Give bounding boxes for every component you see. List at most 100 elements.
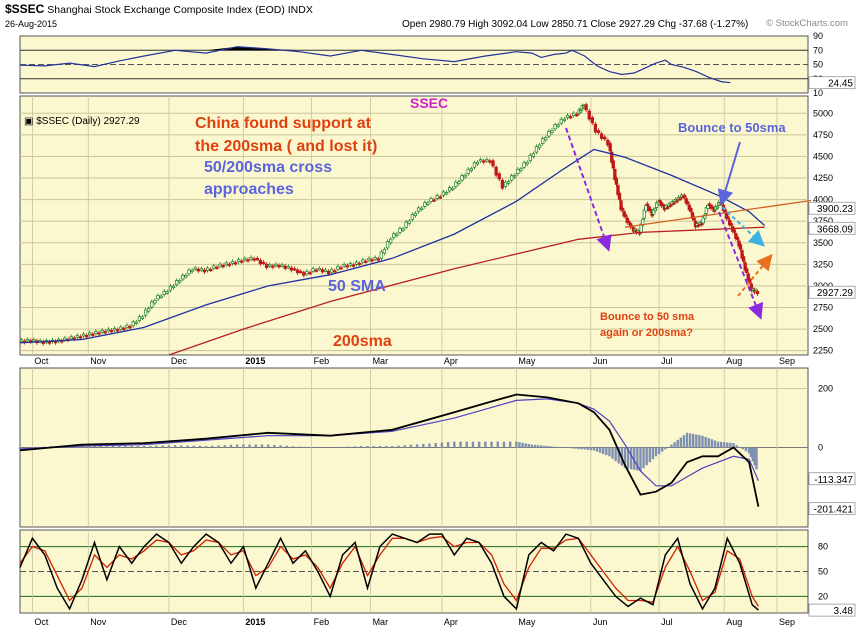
price-candle (463, 174, 467, 178)
price-candle (755, 291, 760, 295)
macd-histogram-bar (446, 442, 450, 448)
macd-histogram-bar (304, 446, 307, 448)
macd-histogram-bar (527, 443, 530, 448)
price-candle (289, 267, 294, 271)
macd-histogram-bar (136, 445, 140, 448)
price-candle (478, 159, 483, 162)
macd-histogram-bar (651, 447, 655, 460)
price-candle (94, 331, 98, 334)
price-candle (311, 268, 315, 272)
price-candle (494, 166, 498, 176)
stoch-x-label: Nov (90, 617, 107, 627)
macd-histogram-bar (744, 447, 748, 452)
stoch-x-label: Sep (779, 617, 795, 627)
price-candle (286, 266, 290, 269)
macd-histogram-bar (149, 445, 152, 448)
macd-histogram-bar (322, 447, 326, 448)
price-candle (122, 327, 126, 331)
price-candle (81, 333, 86, 337)
price-candle (376, 258, 380, 261)
price-candle (696, 224, 701, 227)
price-candle (178, 280, 182, 283)
price-candle (32, 339, 36, 342)
rsi-tick-90: 90 (813, 31, 823, 41)
price-candle (661, 203, 665, 207)
macd-histogram-bar (657, 447, 661, 454)
price-candle (516, 168, 520, 175)
macd-histogram-bar (648, 447, 651, 463)
price-candle (246, 259, 250, 262)
macd-histogram-bar (589, 447, 593, 451)
macd-histogram-bar (248, 444, 251, 448)
macd-histogram-bar (735, 445, 738, 448)
price-candle (147, 308, 151, 312)
price-panel-label: ▣ $SSEC (Daily) 2927.29 (24, 116, 140, 127)
resistance-line (624, 199, 812, 228)
macd-histogram-bar (552, 446, 555, 448)
macd-histogram-bar (561, 447, 565, 448)
price-candle (174, 280, 179, 285)
macd-histogram-bar (521, 442, 524, 448)
macd-histogram-bar (25, 447, 28, 449)
macd-histogram-bar (751, 447, 754, 462)
stoch-value-label-box (808, 603, 856, 617)
macd-histogram-bar (692, 433, 695, 448)
price-candle (454, 181, 458, 187)
macd-histogram-bar (623, 447, 627, 469)
macd-histogram-bar (118, 445, 121, 448)
macd-histogram-bar (567, 447, 571, 449)
price-candle (466, 168, 470, 175)
macd-histogram-bar (391, 446, 394, 448)
price-candle (153, 300, 157, 304)
macd-histogram-bar (341, 446, 344, 448)
macd-histogram-bar (518, 442, 521, 448)
macd-histogram-bar (673, 442, 676, 448)
price-candle (348, 263, 352, 266)
price-candle (370, 259, 374, 262)
macd-histogram-bar (608, 447, 611, 457)
price-x-label: Mar (373, 356, 389, 366)
price-candle (611, 160, 615, 169)
ohlc-readout: Open 2980.79 High 3092.04 Low 2850.71 Cl… (402, 19, 749, 30)
macd-histogram-bar (549, 446, 552, 448)
price-candle (215, 266, 219, 270)
price-candle (435, 195, 439, 199)
macd-histogram-bar (645, 447, 648, 466)
price-candle (112, 327, 117, 331)
price-candle (292, 268, 297, 271)
macd-histogram-bar (310, 446, 313, 448)
price-candle (407, 220, 411, 224)
price-candle (137, 316, 142, 321)
price-candle (156, 295, 160, 300)
price-candle (209, 268, 213, 272)
macd-histogram-bar (710, 439, 714, 448)
price-label-0-box (808, 201, 856, 215)
macd-histogram-bar (43, 446, 47, 448)
price-candle (556, 124, 560, 127)
macd-histogram-bar (719, 441, 723, 448)
price-candle (729, 222, 733, 226)
macd-histogram-bar (592, 447, 596, 451)
macd-histogram-bar (626, 447, 630, 469)
price-candle (345, 265, 349, 268)
price-candle (336, 266, 340, 270)
macd-histogram-bar (753, 447, 756, 466)
annotation-200sma: 200sma (333, 333, 392, 350)
price-candle (553, 124, 557, 130)
price-candle (326, 270, 331, 275)
price-candle (735, 236, 740, 240)
price-candle (645, 203, 650, 206)
price-candle (426, 202, 430, 205)
price-candle (125, 324, 129, 328)
price-candle (202, 269, 207, 273)
stoch-x-label: Feb (314, 617, 330, 627)
macd-histogram-bar (335, 447, 338, 448)
arrow-purple-june (565, 127, 612, 252)
annotation-cross-2: approaches (204, 181, 294, 198)
price-x-label: Dec (171, 356, 188, 366)
macd-histogram-bar (633, 447, 636, 470)
price-candle (429, 198, 433, 202)
price-candle (537, 144, 542, 149)
annotation-cross-1: 50/200sma cross (204, 159, 332, 176)
price-candle (513, 174, 517, 178)
